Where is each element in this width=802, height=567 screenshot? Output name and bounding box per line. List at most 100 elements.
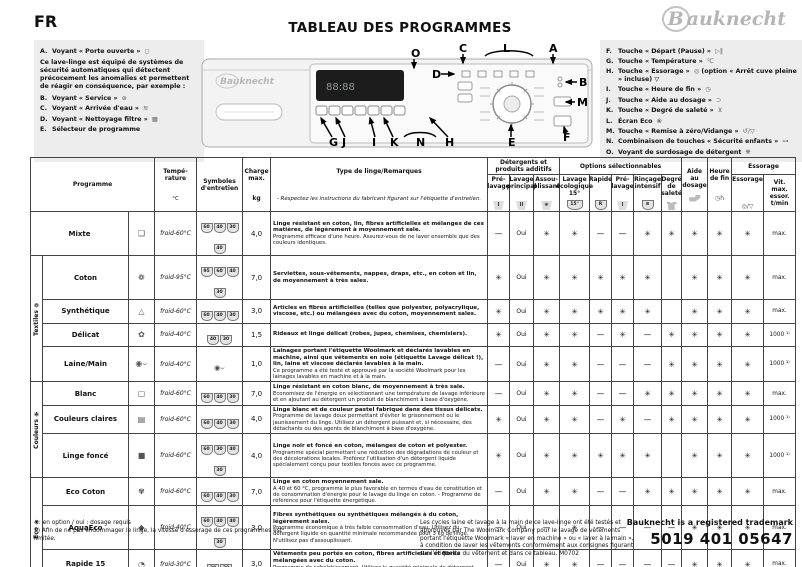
legend-item: F. Touche « Départ (Pause) » ▷‖: [606, 48, 798, 56]
legend-item: M. Touche « Remise à zéro/Vidange » ↺/▽: [606, 128, 798, 136]
legend-key: H.: [606, 68, 614, 76]
legend-key: I.: [606, 86, 611, 94]
cell-pre-lavage: —: [487, 477, 511, 507]
cell-vit-max: max.: [763, 255, 797, 300]
language-code: FR: [34, 12, 58, 31]
buttons-row: [315, 105, 406, 116]
header-preopt: Pré-lavage I: [611, 174, 635, 212]
cell-eco15: ✳: [559, 404, 591, 435]
legend-key: N.: [606, 138, 614, 146]
care-tub-icon: 30: [213, 445, 226, 456]
cell-vit-max: max.: [763, 211, 797, 256]
display-digits: 88:88: [326, 82, 355, 93]
header-type: Type de linge/Remarques - Respectez les i…: [270, 157, 489, 212]
cell-essorage: ✳: [731, 549, 765, 567]
cell-pre-lavage: ✳: [487, 322, 511, 347]
rapide-tub-icon: R: [594, 199, 607, 210]
care-symbols: 60 40 30: [196, 299, 244, 324]
cell-essorage: ✳: [731, 211, 765, 256]
program-row: AquaEco ◆ froid-40°C 60 40 4030 3,0 Fibres synt…: [31, 505, 797, 551]
care-symbols: 3020: [196, 549, 244, 567]
care-tub-icon: 30: [226, 311, 239, 321]
legend-item: K. Touche « Degré de saleté » ⊻: [606, 107, 798, 115]
cell-aide-dosage: ✳: [681, 322, 709, 347]
temperature-value: froid-40°C: [154, 345, 198, 383]
cell-degre-salete: —: [661, 549, 683, 567]
cell-assouplissant: ✳: [533, 381, 561, 406]
care-tub-icon: 40: [213, 393, 226, 404]
program-row: Couleurs claires ▤ froid-60°C 60 40 30 4,0 Ling…: [31, 404, 797, 435]
program-name: Couleurs claires: [42, 404, 129, 435]
legend-right-panel: F. Touche « Départ (Pause) » ▷‖ G. Touche «…: [600, 40, 802, 162]
cell-rincage-intensif: ✳: [633, 433, 663, 479]
legend-label: Voyant « Nettoyage filtre » ▦: [52, 115, 158, 123]
legend-key: L.: [606, 117, 613, 125]
cell-rapide: —: [589, 404, 613, 435]
care-symbols: 60 40 3040: [196, 211, 244, 256]
legend-label: Touche « Essorage » ◎ (option « Arrêt cu…: [618, 68, 797, 84]
legend-label: Voyant « Arrivée d'eau » ≋: [52, 105, 149, 113]
cell-degre-salete: ✳: [661, 381, 683, 406]
detergent-overdose-indicator-icon: ❋: [743, 148, 751, 156]
cell-eco15: ✳: [559, 345, 591, 383]
cell-eco15: ✳: [559, 322, 591, 347]
temperature-button-icon: ℃: [704, 57, 714, 65]
callout-F: F: [563, 131, 571, 144]
woolmark-note: Les cycles laine et lavage à la main de …: [420, 520, 634, 558]
cell-rapide: —: [589, 345, 613, 383]
cell-vit-max: 1000 ¹⁾: [763, 433, 797, 479]
program-icon-cell: △: [127, 299, 156, 324]
cell-degre-salete: [661, 433, 683, 479]
care-symbols: 60 40 4030: [196, 505, 244, 551]
cell-essorage: ✳: [731, 255, 765, 300]
footnotes: ✳: en option / oui : dosage requis 1) Af…: [34, 520, 294, 543]
callout-L: L: [503, 42, 510, 55]
callout-K: K: [390, 136, 399, 149]
description-note: Economisez de l'énergie en sélectionnant…: [273, 390, 485, 403]
cell-vit-max: max.: [763, 549, 797, 567]
cell-lavage-principal: Oui: [509, 211, 535, 256]
care-tub-icon: 60: [200, 517, 213, 528]
dosing-aid-icon: [688, 194, 701, 202]
eco-display-icon: ❀: [654, 117, 662, 125]
cell-assouplissant: ✳: [533, 255, 561, 300]
cell-heure-fin: ✳: [707, 404, 733, 435]
legend-item: B. Voyant « Service » ⊛: [40, 95, 198, 103]
cell-pre-lavage-option: ✳: [611, 322, 635, 347]
care-tub-icon: 60: [200, 223, 213, 233]
program-row: Mixte ❏ froid-60°C 60 40 3040 4,0 Linge résista…: [30, 211, 797, 256]
water-inlet-indicator-icon: ≋: [140, 105, 149, 113]
document-code: 5019 401 05647: [650, 529, 793, 548]
cell-vit-max: max.: [763, 381, 797, 406]
header-eco15: Lavage écologique 15° 15°: [556, 174, 593, 212]
cell-eco15: ✳: [559, 381, 591, 406]
cell-heure-fin: ✳: [707, 211, 733, 256]
laundry-type-description: Serviettes, sous-vêtements, nappes, drap…: [270, 255, 489, 300]
cell-heure-fin: ✳: [707, 255, 733, 300]
legend-item: L. Écran Eco ❀: [606, 118, 798, 126]
cell-rincage-intensif: —: [633, 404, 663, 435]
legend-item: C. Voyant « Arrivée d'eau » ≋: [40, 105, 198, 113]
legend-item: E. Sélecteur de programme: [40, 126, 198, 134]
program-icon-cell: ◉⌣: [127, 345, 156, 383]
linge-fonce-program-icon: ■: [137, 451, 146, 461]
program-name: Délicat: [42, 322, 129, 347]
care-tub-icon: 30: [213, 537, 226, 548]
cell-rapide: —: [589, 381, 613, 406]
eco15-tub-icon: 15°: [566, 199, 583, 210]
care-tub-icon: 40: [213, 311, 226, 321]
laundry-type-description: Linge résistant en coton blanc, de moyen…: [270, 381, 489, 406]
cell-rapide: —: [589, 211, 613, 256]
description-bold: Vêtements peu portés en coton, fibres ar…: [273, 551, 461, 565]
callout-C: C: [459, 42, 467, 55]
cell-degre-salete: ✳: [661, 345, 683, 383]
description-note: Programme de rafraîchissement. Utilisez …: [273, 565, 485, 567]
description-note: Ce programme a été testé et approuvé par…: [273, 367, 466, 381]
laundry-type-description: Linge blanc et de couleur pastel fabriqu…: [270, 404, 489, 435]
temperature-value: froid-30°C: [154, 549, 198, 567]
legend-label: Sélecteur de programme: [52, 125, 141, 133]
start-pause-button-icon: ▷‖: [712, 47, 723, 55]
description-bold: Linge en coton moyennement sale.: [273, 479, 384, 486]
soil-level-shirt-icon: [666, 202, 677, 210]
